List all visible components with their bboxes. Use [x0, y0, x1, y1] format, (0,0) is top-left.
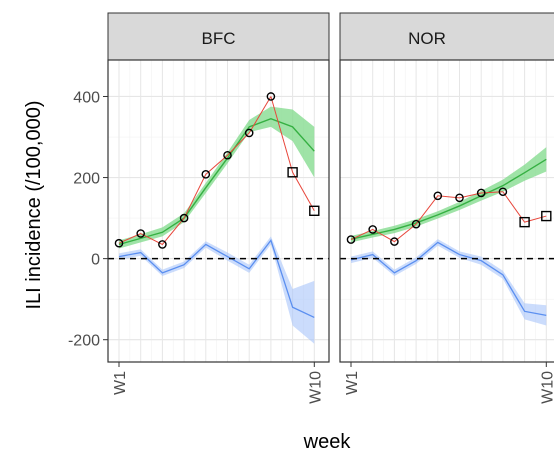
facet-strip-label: BFC: [202, 29, 236, 48]
observed-point-square: [309, 205, 320, 216]
observed-point: [346, 235, 356, 244]
facet-strip: [107, 12, 330, 61]
observed-point-square: [519, 216, 530, 228]
fit-band: [119, 106, 315, 249]
facet-strip-label: NOR: [408, 29, 446, 48]
chart-body: BFC W1 W10 NOR W1 W10 -200 0 200 400: [68, 12, 554, 404]
y-axis-title: ILI incidence (/100,000): [23, 100, 45, 309]
x-tick-label: W10: [307, 371, 324, 404]
observed-point: [455, 193, 464, 203]
y-tick-label: 0: [91, 252, 100, 269]
observed-point: [498, 187, 508, 197]
panel-border: [107, 59, 330, 363]
observed-point: [158, 240, 167, 249]
observed-point: [266, 92, 276, 101]
observed-line-tail: [270, 96, 315, 212]
observed-point: [136, 229, 145, 238]
y-tick-label: 400: [73, 89, 100, 106]
observed-point: [201, 170, 211, 179]
observed-point: [179, 213, 189, 223]
residual-line: [118, 239, 315, 318]
observed-point: [433, 191, 443, 201]
fit-line: [350, 158, 547, 240]
panel-bfc: BFC W1 W10: [107, 12, 330, 404]
observed-point: [390, 237, 399, 246]
observed-point: [114, 238, 124, 248]
facet-strip: [339, 12, 554, 61]
observed-point-square: [541, 210, 552, 222]
x-tick-label: W1: [112, 371, 129, 395]
panel-nor: NOR W1 W10: [339, 12, 554, 404]
observed-point: [411, 219, 421, 229]
y-tick-label: 200: [73, 171, 100, 188]
observed-point: [368, 225, 378, 234]
x-tick-label: W10: [539, 371, 554, 404]
residual-line: [350, 241, 547, 317]
observed-point: [223, 150, 232, 160]
x-tick-label: W1: [344, 371, 361, 395]
observed-point: [476, 188, 486, 198]
panel-border: [339, 59, 554, 363]
observed-point: [244, 128, 254, 138]
y-tick-label: -200: [68, 333, 100, 350]
observed-point-square: [287, 167, 298, 178]
observed-line-tail: [502, 191, 547, 223]
x-axis-title: week: [303, 431, 352, 453]
fit-line: [118, 118, 315, 246]
